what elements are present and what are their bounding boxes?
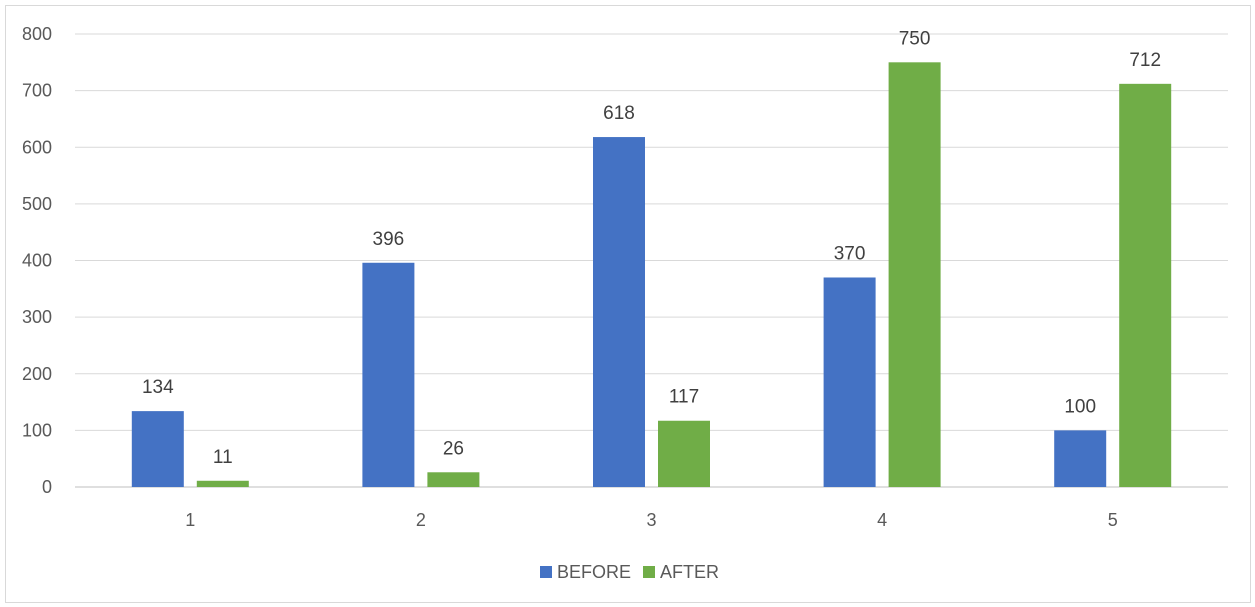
data-label: 750 (899, 28, 931, 49)
bar-after-1 (196, 480, 249, 487)
y-axis: 0 100 200 300 400 500 600 700 800 (22, 24, 52, 497)
data-label: 11 (213, 447, 233, 468)
x-tick-label: 2 (416, 510, 426, 530)
y-tick-label: 500 (22, 194, 52, 214)
y-tick-label: 700 (22, 81, 52, 101)
data-labels: 134 11 396 26 618 117 370 750 100 712 (142, 28, 1161, 467)
legend-swatch-after (643, 566, 655, 578)
data-label: 712 (1129, 50, 1161, 71)
y-tick-label: 200 (22, 364, 52, 384)
x-tick-label: 4 (877, 510, 887, 530)
bar-after-2 (427, 472, 480, 487)
data-label: 26 (443, 438, 464, 459)
bar-after-5 (1119, 83, 1172, 487)
data-label: 100 (1064, 396, 1096, 417)
y-tick-label: 600 (22, 137, 52, 157)
y-tick-label: 100 (22, 420, 52, 440)
y-tick-label: 400 (22, 251, 52, 271)
data-label: 618 (603, 103, 635, 124)
legend-label-before: BEFORE (557, 562, 631, 582)
bar-before-2 (362, 262, 415, 487)
legend: BEFORE AFTER (540, 562, 719, 582)
bar-after-4 (888, 62, 941, 487)
data-label: 117 (669, 387, 699, 408)
y-tick-label: 300 (22, 307, 52, 327)
x-axis: 1 2 3 4 5 (185, 510, 1117, 530)
gridlines (75, 33, 1228, 488)
y-tick-label: 0 (42, 477, 52, 497)
bar-after-3 (658, 420, 710, 487)
bar-before-4 (823, 277, 876, 487)
bar-before-1 (131, 411, 184, 487)
bar-before-3 (593, 137, 645, 487)
x-tick-label: 3 (646, 510, 656, 530)
y-tick-label: 800 (22, 24, 52, 44)
data-label: 370 (834, 243, 866, 264)
legend-label-after: AFTER (660, 562, 719, 582)
x-tick-label: 5 (1108, 510, 1118, 530)
x-tick-label: 1 (185, 510, 195, 530)
legend-swatch-before (540, 566, 552, 578)
data-label: 396 (373, 229, 405, 250)
bars (131, 62, 1172, 487)
data-label: 134 (142, 377, 174, 398)
bar-before-5 (1054, 430, 1107, 487)
